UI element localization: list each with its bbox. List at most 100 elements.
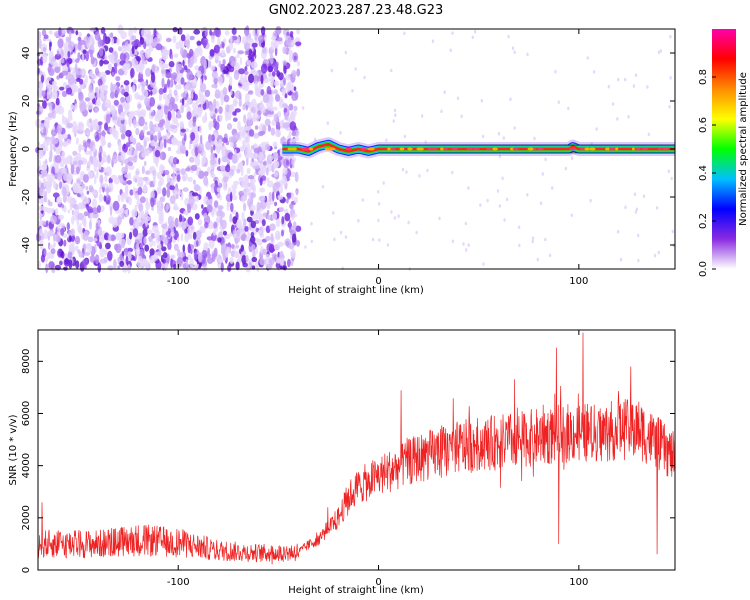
- spectrogram-noise-dot: [61, 150, 65, 161]
- spectrogram-noise-dot: [159, 176, 164, 186]
- spectrogram-noise-dot: [76, 166, 80, 175]
- spectrogram-noise-dot: [634, 73, 638, 77]
- spectrogram-noise-dot: [479, 203, 482, 207]
- spectrogram-noise-dot: [286, 82, 291, 93]
- spectrogram-noise-dot: [226, 123, 233, 130]
- spectrogram-noise-dot: [283, 65, 287, 74]
- spectrogram-y-ticks: -40 -20 0 20 40: [21, 47, 675, 253]
- spectrogram-noise-dot: [122, 204, 127, 209]
- spectrogram-noise-dot: [124, 264, 128, 269]
- spectrogram-noise-dot: [244, 226, 249, 232]
- spectrogram-noise-dot: [46, 102, 53, 107]
- spectrogram-noise-dot: [289, 113, 293, 120]
- spectrogram-noise-dot: [94, 108, 99, 113]
- spectrogram-noise-dot: [149, 255, 156, 264]
- spectrogram-noise-dot: [326, 121, 329, 125]
- spectrogram-noise-dot: [127, 161, 134, 167]
- spectrogram-noise-dot: [142, 176, 149, 182]
- spectrogram-noise-dot: [113, 177, 120, 185]
- spectrogram-noise-dot: [134, 222, 140, 227]
- spectrogram-noise-dot: [179, 121, 184, 128]
- spectrogram-noise-dot: [213, 221, 218, 229]
- spectrogram-noise-dot: [279, 96, 283, 107]
- spectrogram-noise-dot: [120, 96, 126, 103]
- spectrogram-noise-dot: [67, 117, 71, 124]
- spectrogram-noise-dot: [210, 35, 215, 44]
- spectrogram-noise-dot: [94, 31, 100, 41]
- spectrogram-noise-dot: [104, 248, 108, 256]
- spectrogram-noise-dot: [186, 52, 192, 59]
- spectrogram-noise-dot: [415, 230, 418, 235]
- spectrogram-noise-dot: [229, 35, 233, 43]
- spectrogram-noise-dot: [94, 135, 100, 142]
- spectrogram-noise-dot: [264, 33, 267, 43]
- spectrogram-noise-dot: [95, 86, 99, 94]
- spectrogram-noise-dot: [133, 79, 137, 85]
- spectrogram-noise-dot: [344, 50, 347, 55]
- spectrogram-noise-dot: [397, 214, 400, 218]
- spectrogram-noise-dot: [159, 196, 165, 203]
- spectrogram-noise-dot: [49, 41, 52, 52]
- spectrogram-noise-dot: [80, 191, 85, 201]
- spectrogram-noise-dot: [390, 210, 393, 214]
- spectrogram-noise-dot: [176, 256, 183, 266]
- spectrogram-noise-dot: [210, 65, 216, 71]
- spectrogram-noise-dot: [480, 99, 483, 103]
- spectrogram-noise-dot: [158, 215, 164, 225]
- spectrogram-noise-dot: [92, 213, 99, 219]
- spectrogram-noise-dot: [156, 187, 162, 195]
- spectrogram-noise-dot: [99, 174, 104, 184]
- spectrogram-noise-dot: [288, 219, 292, 230]
- spectrogram-noise-dot: [471, 35, 474, 40]
- spectrogram-noise-dot: [128, 196, 133, 206]
- spectrogram-noise-dot: [271, 89, 274, 96]
- spectrogram-noise-dot: [284, 113, 289, 121]
- spectrogram-noise-dot: [403, 134, 406, 139]
- spectrogram-noise-dot: [482, 134, 485, 139]
- spectrogram-noise-dot: [227, 264, 232, 272]
- spectrogram-noise-dot: [173, 103, 178, 112]
- y-tick-label: 4000: [21, 453, 32, 478]
- spectrogram-noise-dot: [274, 230, 281, 241]
- spectrogram-noise-dot: [65, 36, 71, 43]
- spectrogram-noise-dot: [220, 97, 224, 106]
- spectrogram-noise-dot: [289, 121, 297, 131]
- spectrogram-noise-dot: [637, 233, 640, 238]
- spectrogram-noise-dot: [261, 219, 266, 227]
- spectrogram-noise-dot: [43, 248, 47, 256]
- spectrogram-noise-dot: [266, 210, 270, 215]
- signal-peak: [589, 147, 596, 151]
- spectrogram-noise-dot: [187, 233, 193, 240]
- spectrogram-noise-dot: [257, 27, 260, 36]
- spectrogram-noise-dot: [449, 48, 452, 53]
- spectrogram-noise-dot: [54, 66, 61, 74]
- spectrogram-noise-dot: [210, 152, 216, 162]
- spectrogram-noise-dot: [377, 190, 380, 194]
- spectrogram-noise-dot: [158, 247, 162, 258]
- y-tick-label: 0: [21, 146, 32, 152]
- spectrogram-noise-dot: [266, 77, 271, 82]
- spectrogram-noise-dot: [221, 149, 226, 158]
- spectrogram-noise-dot: [282, 135, 285, 146]
- spectrogram-noise-dot: [212, 144, 216, 151]
- spectrogram-noise-dot: [291, 159, 295, 166]
- spectrogram-noise-dot: [159, 60, 165, 68]
- spectrogram-noise-dot: [237, 222, 243, 230]
- spectrogram-noise-dot: [275, 262, 281, 269]
- spectrogram-noise-dot: [253, 147, 260, 154]
- spectrogram-noise-dot: [143, 125, 146, 133]
- spectrogram-noise-dot: [111, 221, 118, 228]
- signal-peak: [324, 147, 330, 151]
- spectrogram-noise-dot: [216, 187, 221, 193]
- spectrogram-noise-dot: [100, 26, 106, 35]
- spectrogram-noise-dot: [166, 138, 173, 144]
- spectrogram-noise-dot: [149, 167, 155, 173]
- spectrogram-noise-dot: [294, 137, 300, 142]
- colorbar-gradient: [712, 29, 736, 269]
- spectrogram-noise-dot: [252, 75, 259, 85]
- spectrogram-noise-dot: [113, 99, 119, 106]
- spectrogram-noise-dot: [78, 144, 82, 153]
- spectrogram-noise-dot: [235, 244, 239, 249]
- spectrogram-noise-dot: [182, 103, 189, 108]
- spectrogram-noise-dot: [194, 195, 199, 203]
